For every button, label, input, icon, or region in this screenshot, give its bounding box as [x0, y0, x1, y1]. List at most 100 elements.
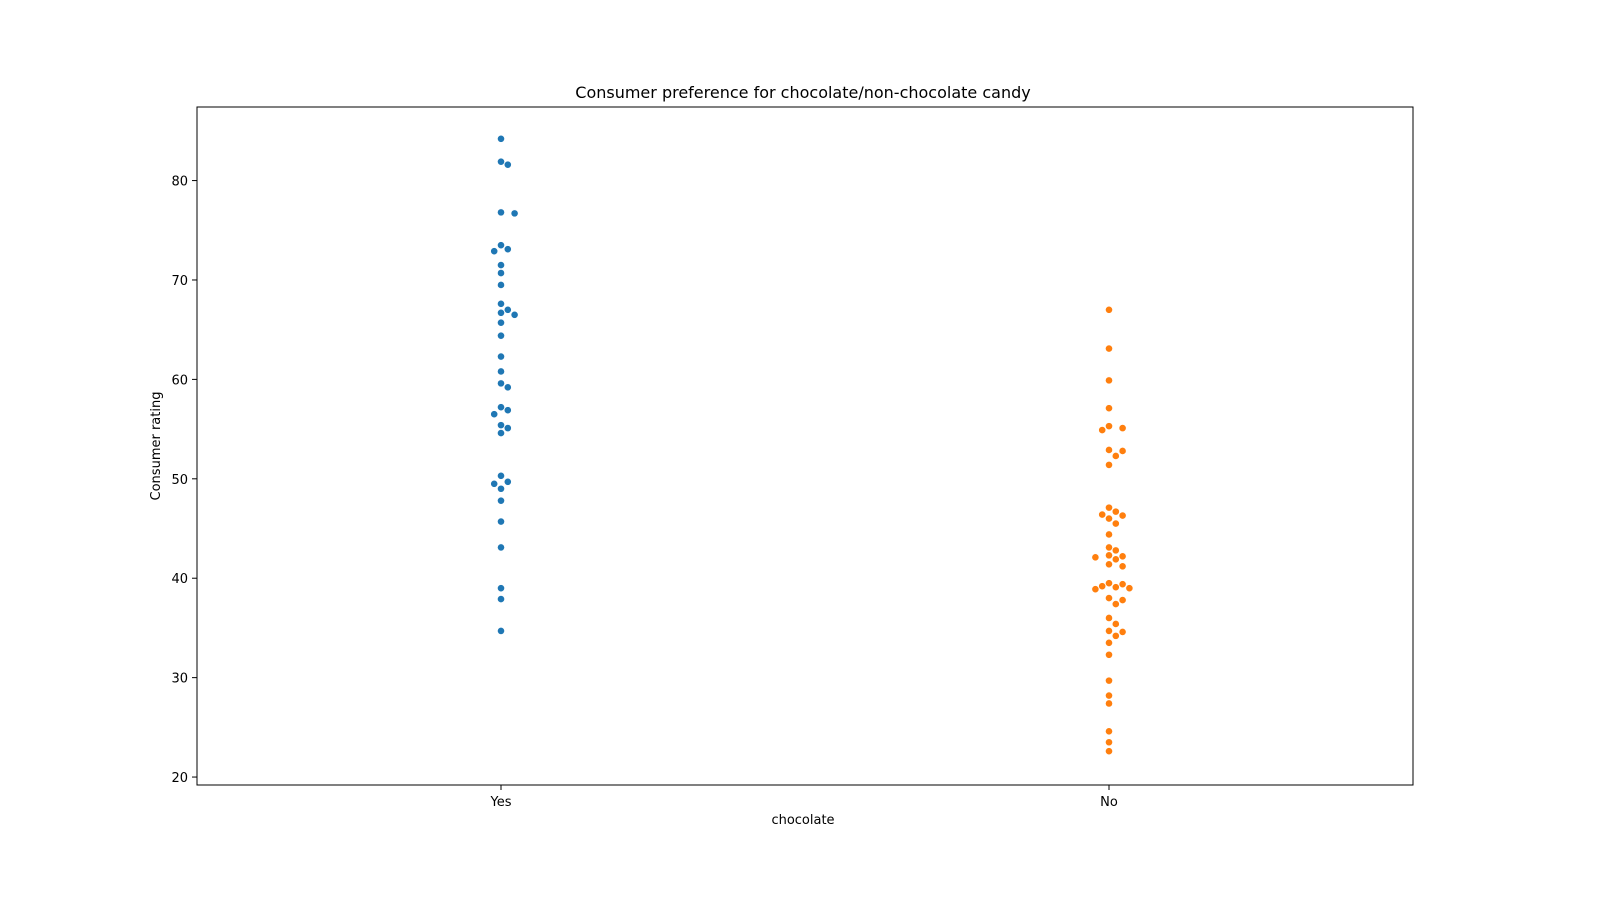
y-tick-label: 30 [171, 672, 188, 687]
data-point-no [1105, 579, 1113, 588]
data-point-yes [497, 352, 505, 361]
data-point-no [1118, 562, 1127, 571]
data-point-no [1125, 584, 1134, 593]
data-point-yes [497, 496, 505, 505]
data-point-yes [490, 410, 499, 419]
data-point-yes [497, 471, 505, 480]
data-point-yes [497, 584, 505, 593]
data-point-yes [497, 299, 505, 308]
data-point-no [1111, 507, 1120, 516]
x-tick-label: Yes [490, 795, 512, 810]
x-axis: Yes No [490, 785, 1118, 810]
y-axis-label: Consumer rating [149, 392, 164, 501]
data-point-no [1111, 600, 1120, 608]
data-point-no [1091, 585, 1100, 594]
data-point-no [1105, 530, 1113, 539]
data-point-yes [497, 134, 505, 143]
data-point-no [1111, 583, 1120, 592]
data-point-no [1105, 747, 1113, 756]
data-point-yes [503, 406, 512, 415]
x-tick-label: No [1100, 795, 1118, 810]
data-point-no [1105, 676, 1113, 685]
y-axis: 20 30 40 50 60 70 80 [171, 175, 197, 786]
data-point-no [1105, 614, 1113, 622]
data-point-no [1091, 553, 1100, 562]
data-point-yes [510, 209, 519, 218]
data-point-yes [497, 627, 505, 635]
chart-title: Consumer preference for chocolate/non-ch… [575, 83, 1030, 102]
data-point-no [1105, 404, 1113, 413]
data-point-no [1118, 596, 1127, 604]
data-point-no [1098, 510, 1107, 519]
data-point-no [1105, 305, 1113, 314]
data-point-yes [497, 241, 505, 250]
data-point-no [1118, 580, 1127, 589]
data-point-no [1105, 638, 1113, 647]
data-point-no [1111, 555, 1120, 564]
data-point-no [1111, 452, 1120, 460]
data-point-yes [497, 421, 505, 430]
data-point-no [1098, 582, 1107, 591]
data-point-yes [503, 477, 512, 486]
data-point-no [1105, 691, 1113, 700]
data-point-yes [503, 383, 512, 392]
data-point-no [1105, 594, 1113, 603]
data-point-yes [497, 403, 505, 412]
data-point-yes [497, 367, 505, 376]
data-points [490, 134, 1134, 756]
data-point-yes [503, 160, 512, 169]
data-point-no [1105, 460, 1113, 469]
data-point-no [1105, 446, 1113, 454]
data-point-no [1118, 424, 1127, 433]
data-point-no [1105, 738, 1113, 747]
data-point-no [1111, 546, 1120, 555]
data-point-no [1111, 519, 1120, 528]
y-tick-label: 60 [171, 373, 188, 388]
plot-area-frame [196, 106, 1414, 786]
data-point-no [1105, 503, 1113, 512]
data-point-no [1105, 699, 1113, 708]
data-point-no [1118, 552, 1127, 561]
data-point-yes [497, 281, 505, 289]
data-point-no [1105, 627, 1113, 635]
data-point-no [1105, 344, 1113, 353]
data-point-yes [497, 379, 505, 388]
data-point-no [1105, 551, 1113, 560]
data-point-no [1111, 631, 1120, 640]
data-point-no [1105, 560, 1113, 569]
data-point-no [1105, 514, 1113, 523]
data-point-no [1105, 543, 1113, 552]
data-point-yes [490, 247, 499, 256]
data-point-yes [497, 331, 505, 340]
y-tick-label: 80 [171, 175, 188, 190]
data-point-yes [497, 484, 505, 493]
data-point-yes [497, 157, 505, 166]
data-point-yes [497, 269, 505, 277]
data-point-yes [497, 595, 505, 603]
data-point-yes [497, 429, 505, 437]
data-point-no [1098, 426, 1107, 434]
data-point-yes [497, 517, 505, 526]
x-axis-label: chocolate [771, 813, 834, 828]
data-point-yes [497, 318, 505, 327]
data-point-no [1118, 628, 1127, 636]
data-point-yes [497, 308, 505, 317]
data-point-no [1105, 650, 1113, 659]
data-point-no [1118, 511, 1127, 520]
data-point-yes [497, 208, 505, 217]
data-point-no [1111, 620, 1120, 628]
data-point-no [1105, 376, 1113, 385]
y-tick-label: 70 [171, 274, 188, 289]
data-point-yes [490, 479, 499, 488]
data-point-yes [497, 261, 505, 269]
data-point-no [1105, 727, 1113, 736]
data-point-yes [510, 310, 519, 319]
data-point-no [1105, 422, 1113, 431]
y-tick-label: 20 [171, 771, 188, 786]
data-point-yes [503, 245, 512, 254]
y-tick-label: 50 [171, 473, 188, 488]
data-point-yes [503, 424, 512, 433]
data-point-yes [497, 543, 505, 552]
